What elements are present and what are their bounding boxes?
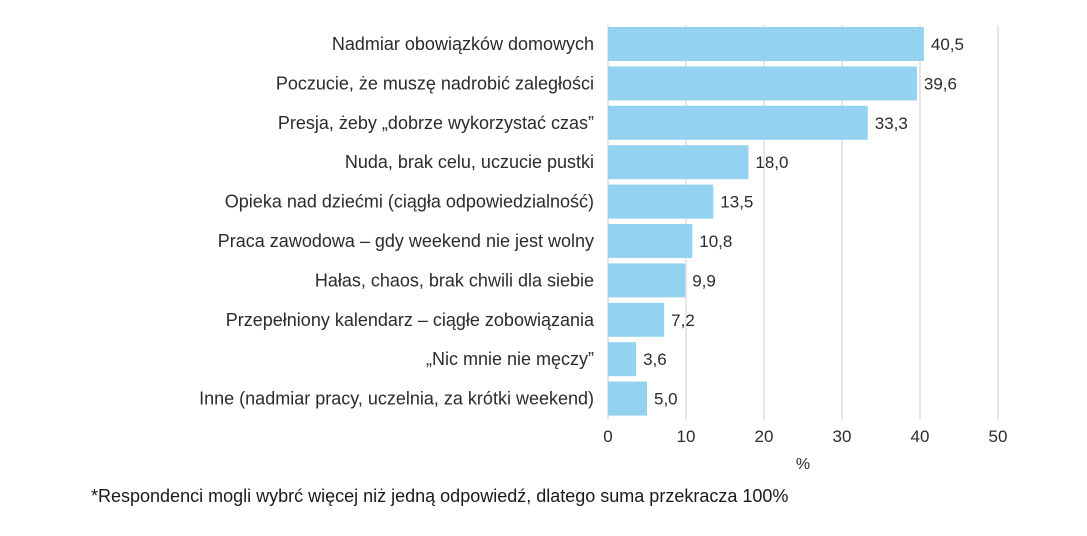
bar: [608, 302, 665, 337]
data-label: 13,5: [720, 193, 753, 212]
category-label: Nuda, brak celu, uczucie pustki: [345, 152, 594, 172]
x-axis-ticks: 0 10 20 30 40 50: [603, 427, 1007, 446]
category-labels: Nadmiar obowiązków domowych Poczucie, że …: [199, 34, 595, 409]
bar: [608, 184, 714, 219]
bar: [608, 224, 693, 258]
bar: [608, 263, 686, 298]
category-label: Przepełniony kalendarz – ciągłe zobowiąz…: [226, 310, 595, 330]
category-label: Inne (nadmiar pracy, uczelnia, za krótki…: [199, 389, 594, 409]
bar: [608, 27, 924, 61]
bar: [608, 105, 868, 140]
bar: [608, 66, 917, 101]
data-label: 3,6: [643, 350, 667, 369]
bar: [608, 145, 749, 180]
bar: [608, 342, 637, 377]
data-label: 39,6: [924, 74, 957, 93]
data-label: 9,9: [692, 271, 716, 290]
x-axis-title: %: [796, 456, 810, 473]
category-label: „Nic mnie nie męczy”: [426, 349, 594, 369]
category-label: Poczucie, że muszę nadrobić zaległości: [276, 73, 594, 93]
category-label: Praca zawodowa – gdy weekend nie jest wo…: [218, 231, 594, 251]
category-label: Nadmiar obowiązków domowych: [332, 34, 594, 54]
bars: [608, 27, 924, 416]
value-labels: 40,5 39,6 33,3 18,0 13,5 10,8 9,9 7,2 3,6 5,0: [643, 35, 964, 409]
x-tick-label: 30: [833, 427, 852, 446]
data-label: 18,0: [755, 153, 788, 172]
x-tick-label: 20: [755, 427, 774, 446]
x-tick-label: 0: [603, 427, 612, 446]
x-tick-label: 50: [989, 427, 1008, 446]
data-label: 33,3: [875, 114, 908, 133]
data-label: 40,5: [931, 35, 964, 54]
data-label: 5,0: [654, 390, 678, 409]
category-label: Hałas, chaos, brak chwili dla siebie: [315, 270, 594, 290]
x-tick-label: 40: [911, 427, 930, 446]
data-label: 7,2: [671, 311, 695, 330]
footnote: *Respondenci mogli wybrć więcej niż jedn…: [91, 486, 789, 506]
data-label: 10,8: [699, 232, 732, 251]
bar-chart: Nadmiar obowiązków domowych Poczucie, że …: [199, 25, 1007, 473]
category-label: Presja, żeby „dobrze wykorzystać czas”: [278, 113, 594, 133]
x-tick-label: 10: [677, 427, 696, 446]
category-label: Opieka nad dziećmi (ciągła odpowiedzialn…: [225, 192, 594, 212]
bar: [608, 381, 647, 416]
